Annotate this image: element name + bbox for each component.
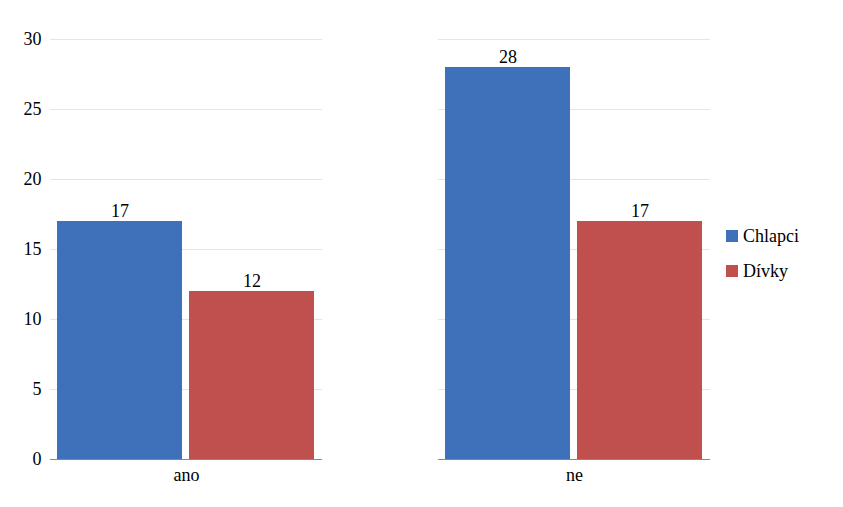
svg-text:10: 10: [24, 309, 42, 329]
svg-text:30: 30: [24, 29, 42, 49]
svg-text:12: 12: [243, 271, 261, 291]
svg-text:20: 20: [24, 169, 42, 189]
svg-text:17: 17: [631, 201, 649, 221]
svg-text:0: 0: [33, 449, 42, 469]
svg-text:28: 28: [499, 47, 517, 67]
svg-text:17: 17: [111, 201, 129, 221]
svg-text:5: 5: [33, 379, 42, 399]
svg-text:ne: ne: [566, 465, 583, 485]
svg-text:25: 25: [24, 99, 42, 119]
html-text:Chlapci: Chlapci: [743, 225, 799, 246]
svg-text:ano: ano: [174, 465, 200, 485]
html-text:Dívky: Dívky: [743, 260, 788, 281]
svg-text:15: 15: [24, 239, 42, 259]
